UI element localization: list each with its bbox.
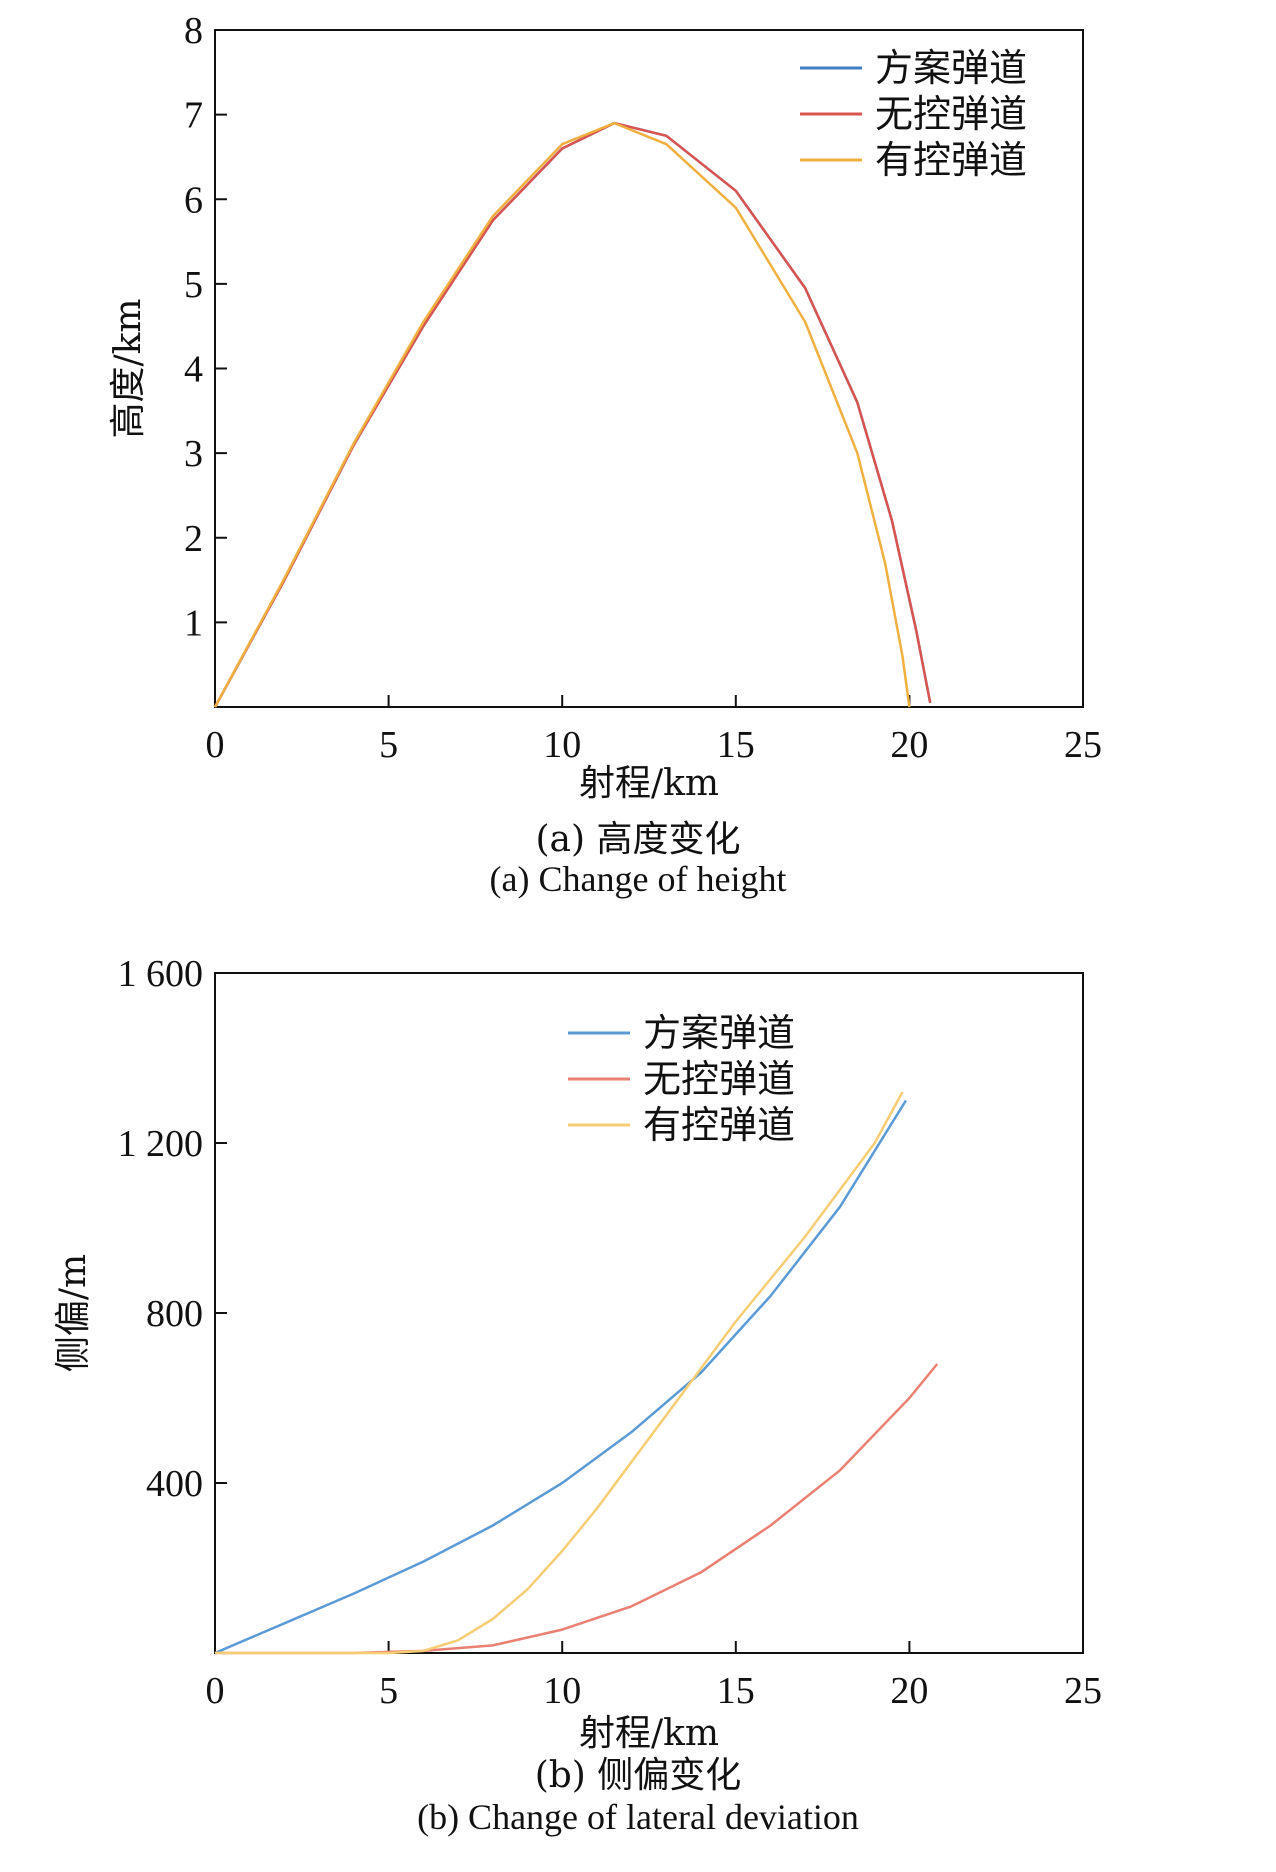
y-tick-label: 7 <box>184 95 203 137</box>
series-line-2 <box>213 121 932 708</box>
x-tick-label: 20 <box>890 1670 928 1712</box>
series-line-1 <box>214 1099 907 1655</box>
height-chart-panel: 0 5 10 15 20 25 1 2 3 4 5 6 7 8 射程/km 高度/km 方案弹道 无控弹道 有控弹道… <box>0 0 1276 930</box>
lateral-deviation-chart: 0 5 10 15 20 25 400 800 1 200 1 600 射程/km 侧偏/m 方案弹道无… <box>53 953 1102 1754</box>
x-tick-label: 5 <box>379 724 398 766</box>
x-tick-label: 25 <box>1064 1670 1102 1712</box>
series-line-1 <box>213 121 932 708</box>
y-tick-label: 1 <box>184 602 203 644</box>
lateral-caption-cn: (b) 侧偏变化 <box>534 1755 742 1796</box>
series-line-2 <box>215 1363 939 1655</box>
y-tick-label: 2 <box>184 518 203 560</box>
lateral-caption-en: (b) Change of lateral deviation <box>417 1797 859 1837</box>
y-tick-label: 6 <box>184 179 203 221</box>
x-tick-label: 15 <box>717 724 755 766</box>
legend-label: 无控弹道 <box>643 1057 795 1101</box>
y-tick-label: 3 <box>184 433 203 475</box>
legend-label: 有控弹道 <box>643 1103 795 1147</box>
y-axis-label: 侧偏/m <box>53 1254 94 1372</box>
y-tick-label: 4 <box>184 349 203 391</box>
x-axis-label: 射程/km <box>579 763 719 804</box>
height-caption-cn: (a) 高度变化 <box>535 819 741 860</box>
x-tick-label: 10 <box>543 724 581 766</box>
y-axis-label: 高度/km <box>108 298 149 438</box>
legend-label: 无控弹道 <box>875 92 1027 136</box>
series-line-3 <box>213 121 911 708</box>
legend-label: 方案弹道 <box>875 46 1027 90</box>
y-tick-label: 800 <box>146 1293 203 1335</box>
y-tick-label: 5 <box>184 264 203 306</box>
x-tick-label: 20 <box>890 724 928 766</box>
y-tick-label: 8 <box>184 10 203 52</box>
lateral-chart-panel: 0 5 10 15 20 25 400 800 1 200 1 600 射程/km 侧偏/m 方案弹道无… <box>0 940 1276 1872</box>
legend-label: 有控弹道 <box>875 138 1027 182</box>
legend-label: 方案弹道 <box>643 1011 795 1055</box>
y-tick-label: 1 600 <box>118 953 204 995</box>
x-axis-label: 射程/km <box>579 1713 719 1754</box>
x-tick-label: 0 <box>206 724 225 766</box>
height-caption-en: (a) Change of height <box>489 859 787 899</box>
x-tick-label: 25 <box>1064 724 1102 766</box>
series-line-3 <box>215 1091 904 1655</box>
y-tick-label: 400 <box>146 1463 203 1505</box>
x-tick-label: 10 <box>543 1670 581 1712</box>
x-tick-label: 15 <box>717 1670 755 1712</box>
x-tick-label: 0 <box>206 1670 225 1712</box>
x-tick-label: 5 <box>379 1670 398 1712</box>
y-tick-label: 1 200 <box>118 1123 204 1165</box>
